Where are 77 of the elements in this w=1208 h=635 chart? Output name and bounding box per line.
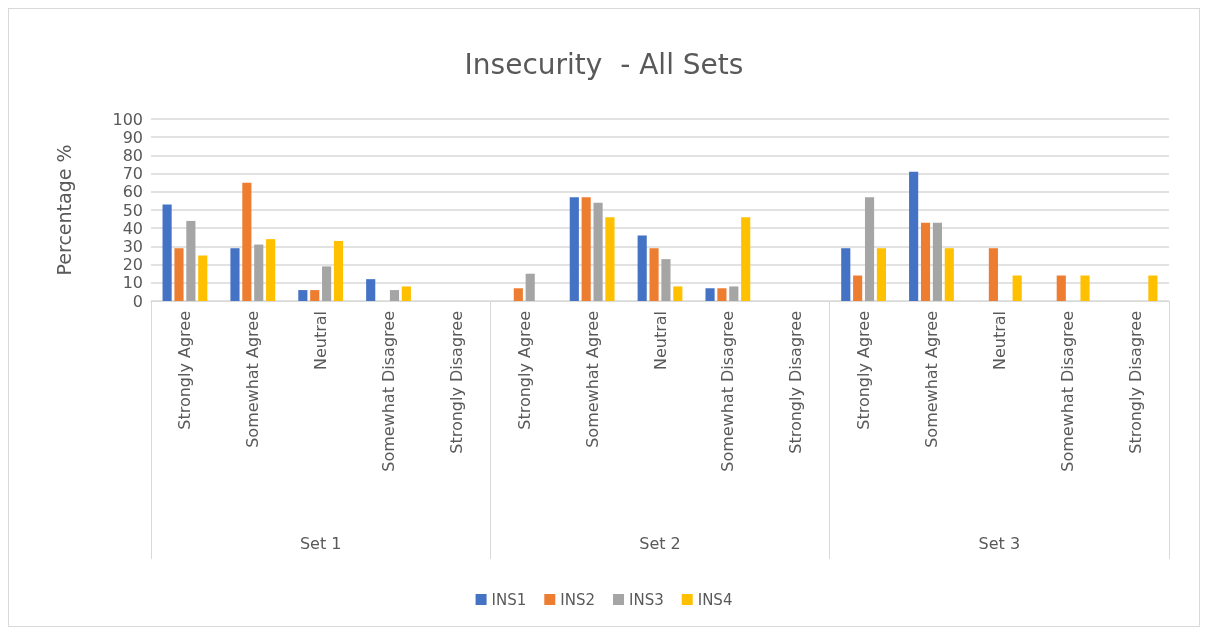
bar [513, 288, 523, 301]
bar [581, 197, 591, 301]
bar [310, 290, 320, 301]
chart-title: Insecurity - All Sets [464, 47, 744, 81]
bar [673, 286, 683, 301]
bar [389, 290, 400, 301]
bar [705, 288, 715, 301]
x-tick-label: Somewhat Agree [921, 311, 941, 448]
bar [569, 197, 579, 301]
text: Set 3 [978, 533, 1021, 553]
bar [333, 240, 344, 301]
x-tick-label: Strongly Disagree [446, 311, 466, 454]
bar [853, 275, 863, 301]
y-tick-label: 30 [122, 236, 143, 256]
bar [661, 259, 671, 301]
x-tick-label: Somewhat Agree [582, 311, 602, 448]
x-tick-label: Somewhat Disagree [379, 311, 399, 472]
bar [637, 235, 647, 301]
bar [1056, 275, 1066, 301]
bar [230, 248, 240, 301]
y-axis-title: Percentage % [52, 144, 75, 276]
bar [944, 248, 954, 301]
text: Set 2 [639, 533, 681, 553]
bar [401, 286, 411, 301]
bar [605, 217, 615, 301]
x-tick-label: Somewhat Disagree [718, 311, 738, 472]
y-tick-label: 20 [122, 255, 143, 275]
bar [186, 220, 196, 301]
bar [1012, 275, 1022, 301]
x-tick-label: Neutral [989, 311, 1009, 371]
legend-label: INS2 [560, 590, 596, 609]
x-tick-label: Strongly Agree [854, 311, 874, 430]
bar [1148, 275, 1158, 301]
x-tick-label: Somewhat Disagree [1057, 311, 1077, 472]
bar [266, 239, 276, 301]
bar [741, 217, 751, 301]
bar [366, 279, 376, 301]
x-tick-label: Strongly Disagree [786, 311, 806, 454]
bar [988, 248, 998, 301]
bar [198, 255, 208, 301]
bar [174, 248, 184, 301]
bar [876, 248, 886, 301]
y-tick-label: 50 [122, 200, 143, 220]
bar [841, 248, 851, 301]
y-tick-label: 40 [122, 218, 143, 238]
x-tick-label: Neutral [650, 311, 670, 371]
legend-label: INS3 [629, 590, 664, 609]
y-tick-label: 100 [112, 109, 143, 129]
x-tick-label: Neutral [311, 311, 331, 371]
bar [1080, 275, 1090, 301]
y-tick-label: 10 [122, 273, 143, 293]
bar [242, 182, 252, 301]
bar [909, 171, 919, 301]
bar [649, 248, 659, 301]
bar [932, 222, 942, 301]
y-tick-label: 90 [122, 127, 143, 147]
bar [864, 197, 875, 301]
x-tick-label: Strongly Agree [175, 311, 195, 430]
bar [717, 288, 727, 301]
y-tick-label: 80 [122, 145, 143, 165]
y-tick-label: 60 [122, 182, 143, 202]
legend-label: INS1 [491, 590, 527, 609]
y-tick-label: 70 [122, 164, 143, 184]
x-tick-label: Somewhat Agree [243, 311, 263, 448]
bar [593, 202, 603, 301]
x-tick-label: Strongly Disagree [1125, 311, 1145, 454]
bar [729, 286, 739, 301]
legend-label: INS4 [697, 590, 733, 609]
bar [525, 273, 535, 301]
bar [254, 244, 264, 301]
bar [298, 290, 308, 301]
bar [322, 266, 332, 301]
bar [162, 204, 172, 301]
x-tick-label: Strongly Agree [514, 311, 534, 430]
bar [920, 222, 931, 301]
text: Set 1 [299, 533, 342, 553]
y-tick-label: 0 [132, 291, 143, 311]
